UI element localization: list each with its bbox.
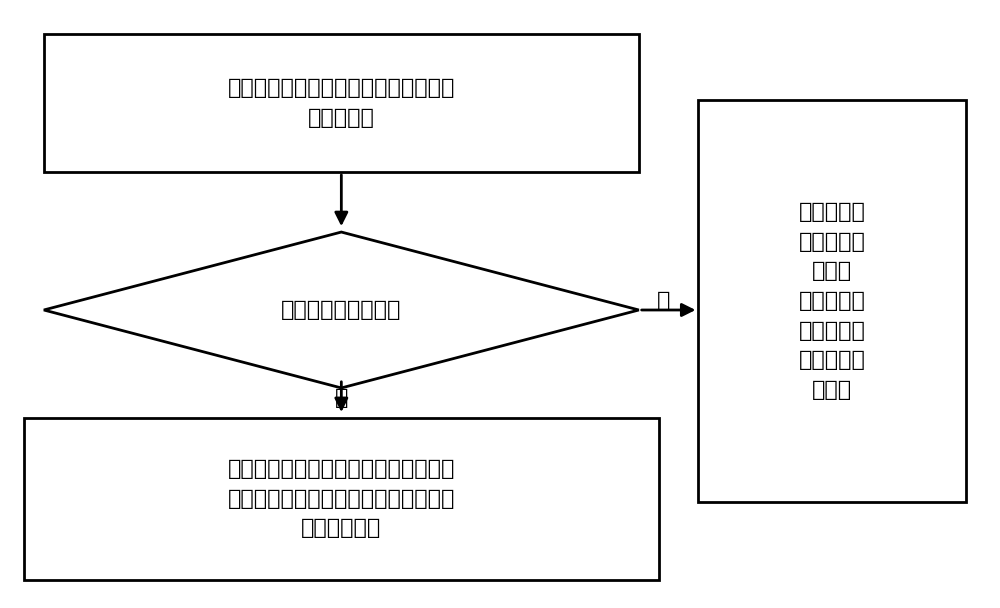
Text: 否: 否 bbox=[657, 291, 670, 311]
Bar bbox=[698, 100, 966, 502]
Text: 车辆的电池是否满电: 车辆的电池是否满电 bbox=[281, 300, 402, 320]
Bar bbox=[44, 34, 639, 172]
Text: 将剩余功率
的能量输入
电池，
该剩余功率
为输出功率
与驱动功率
的差值: 将剩余功率 的能量输入 电池， 该剩余功率 为输出功率 与驱动功率 的差值 bbox=[799, 202, 866, 400]
Polygon shape bbox=[44, 232, 639, 388]
Text: 是: 是 bbox=[335, 388, 348, 408]
Bar bbox=[24, 418, 659, 580]
Text: 车辆的发动机的输出功率大于车辆所需
的驱动功率: 车辆的发动机的输出功率大于车辆所需 的驱动功率 bbox=[228, 78, 455, 128]
Text: 将剩余功率的能量输入车辆上的放电元
件；其中，该剩余功率为输出功率与驱
动功率的差值: 将剩余功率的能量输入车辆上的放电元 件；其中，该剩余功率为输出功率与驱 动功率的… bbox=[228, 459, 455, 539]
